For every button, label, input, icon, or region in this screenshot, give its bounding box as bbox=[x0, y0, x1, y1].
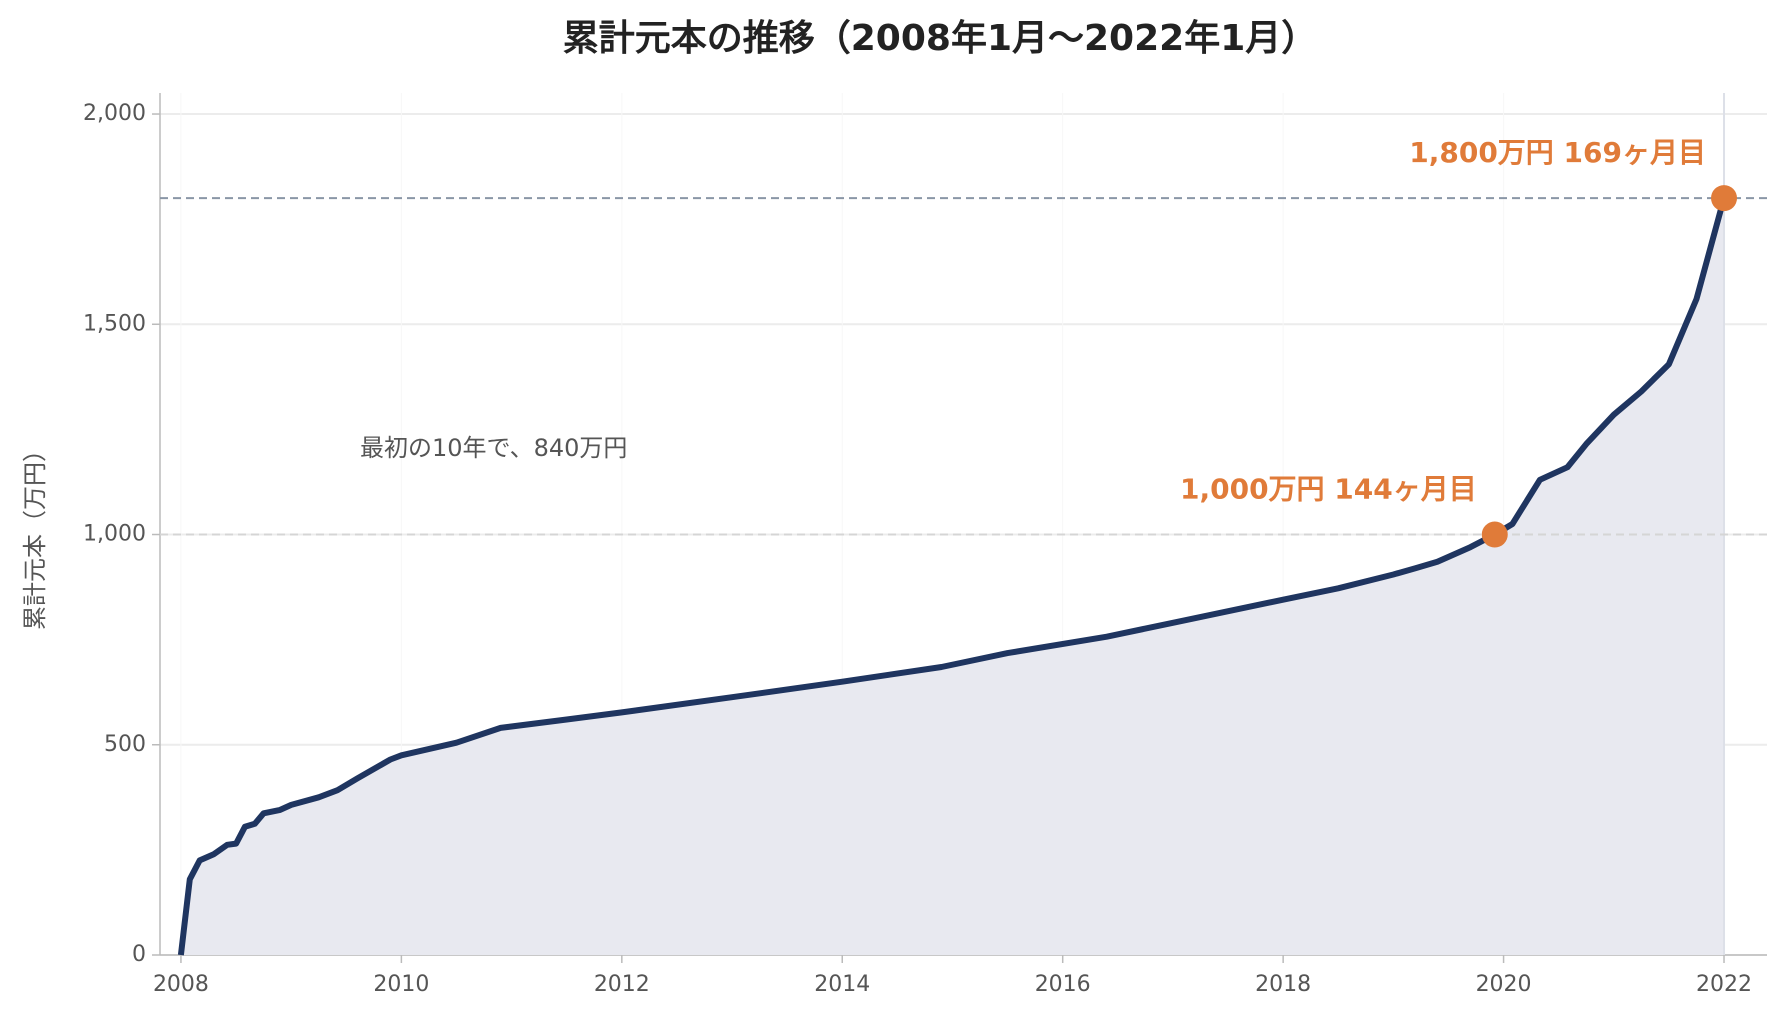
highlight-point bbox=[1711, 185, 1738, 212]
y-tick-label: 2,000 bbox=[83, 101, 146, 126]
annotation-label: 1,800万円 169ヶ月目 bbox=[1409, 136, 1706, 169]
x-tick-label: 2010 bbox=[373, 972, 429, 997]
x-tick-label: 2012 bbox=[594, 972, 650, 997]
y-axis-label: 累計元本（万円） bbox=[21, 438, 49, 630]
line bbox=[177, 197, 1727, 956]
x-tick-label: 2020 bbox=[1476, 972, 1532, 997]
note: 最初の10年で、840万円 bbox=[360, 434, 627, 462]
annotation-label: 1,000万円 144ヶ月目 bbox=[1180, 473, 1477, 506]
area bbox=[180, 198, 1724, 956]
x-tick-label: 2018 bbox=[1255, 972, 1311, 997]
x-tick-label: 2022 bbox=[1696, 972, 1752, 997]
chart-title: 累計元本の推移（2008年1月〜2022年1月） bbox=[563, 18, 1318, 59]
x-tick-label: 2016 bbox=[1035, 972, 1091, 997]
x-tick-label: 2014 bbox=[814, 972, 870, 997]
y-tick-label: 0 bbox=[132, 942, 146, 967]
highlight-point bbox=[1481, 521, 1508, 548]
x-tick-label: 2008 bbox=[153, 972, 209, 997]
y-tick-label: 1,500 bbox=[83, 311, 146, 336]
y-tick-label: 500 bbox=[104, 732, 146, 757]
y-tick-label: 1,000 bbox=[83, 522, 146, 547]
